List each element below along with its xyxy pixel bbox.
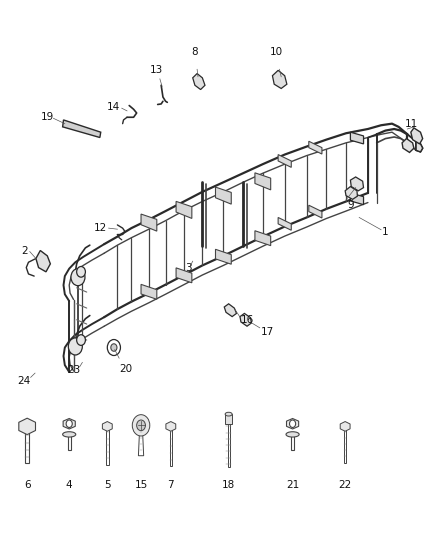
Circle shape [290,420,296,427]
Text: 6: 6 [24,480,31,490]
Polygon shape [402,139,414,152]
Polygon shape [63,418,75,429]
Polygon shape [272,70,287,88]
Polygon shape [350,177,364,191]
Polygon shape [215,187,231,204]
Polygon shape [141,214,157,231]
Polygon shape [106,426,109,465]
Text: 5: 5 [104,480,111,490]
Text: 11: 11 [405,119,418,128]
Text: 18: 18 [222,480,235,490]
Polygon shape [36,251,50,272]
Circle shape [77,335,85,345]
Polygon shape [102,422,112,431]
Polygon shape [68,434,71,450]
Ellipse shape [225,413,232,416]
Circle shape [68,338,82,355]
Text: 15: 15 [134,480,148,490]
Circle shape [71,269,85,286]
Circle shape [77,266,85,277]
Circle shape [137,420,145,431]
Polygon shape [350,193,364,205]
Text: 12: 12 [94,223,107,233]
Polygon shape [255,231,271,246]
Text: 9: 9 [347,200,354,210]
Polygon shape [224,304,237,317]
Polygon shape [291,434,294,450]
Polygon shape [255,173,271,190]
Polygon shape [228,424,230,467]
Polygon shape [240,313,251,326]
Polygon shape [309,141,322,154]
Polygon shape [278,155,291,167]
Polygon shape [170,426,172,466]
Polygon shape [138,426,144,456]
Polygon shape [19,418,35,434]
Polygon shape [344,426,346,463]
Circle shape [107,340,120,356]
Text: 22: 22 [339,480,352,490]
Polygon shape [345,187,357,199]
Bar [225,414,232,424]
Text: 4: 4 [66,480,73,490]
Polygon shape [416,141,423,152]
Text: 2: 2 [21,246,28,255]
Ellipse shape [286,432,299,437]
Text: 1: 1 [382,227,389,237]
Polygon shape [286,418,299,429]
Polygon shape [215,249,231,264]
Polygon shape [350,132,364,144]
Circle shape [66,420,72,427]
Text: 24: 24 [18,376,31,386]
Text: 10: 10 [269,47,283,57]
Text: 7: 7 [167,480,174,490]
Circle shape [132,415,150,436]
Text: 14: 14 [107,102,120,111]
Text: 3: 3 [185,263,192,272]
Polygon shape [141,285,157,300]
Polygon shape [176,268,192,283]
Polygon shape [340,422,350,431]
Text: 16: 16 [241,315,254,325]
Polygon shape [278,217,291,230]
Text: 13: 13 [150,66,163,75]
Text: 23: 23 [67,366,80,375]
Ellipse shape [63,432,76,437]
Text: 17: 17 [261,327,274,336]
Text: 8: 8 [191,47,198,57]
Polygon shape [63,120,101,138]
Polygon shape [193,74,205,90]
Text: 19: 19 [41,112,54,122]
Polygon shape [411,128,423,144]
Polygon shape [166,422,176,431]
Circle shape [111,344,117,351]
Text: 20: 20 [120,364,133,374]
Polygon shape [176,201,192,219]
Text: 21: 21 [286,480,299,490]
Polygon shape [25,426,29,463]
Polygon shape [309,205,322,218]
